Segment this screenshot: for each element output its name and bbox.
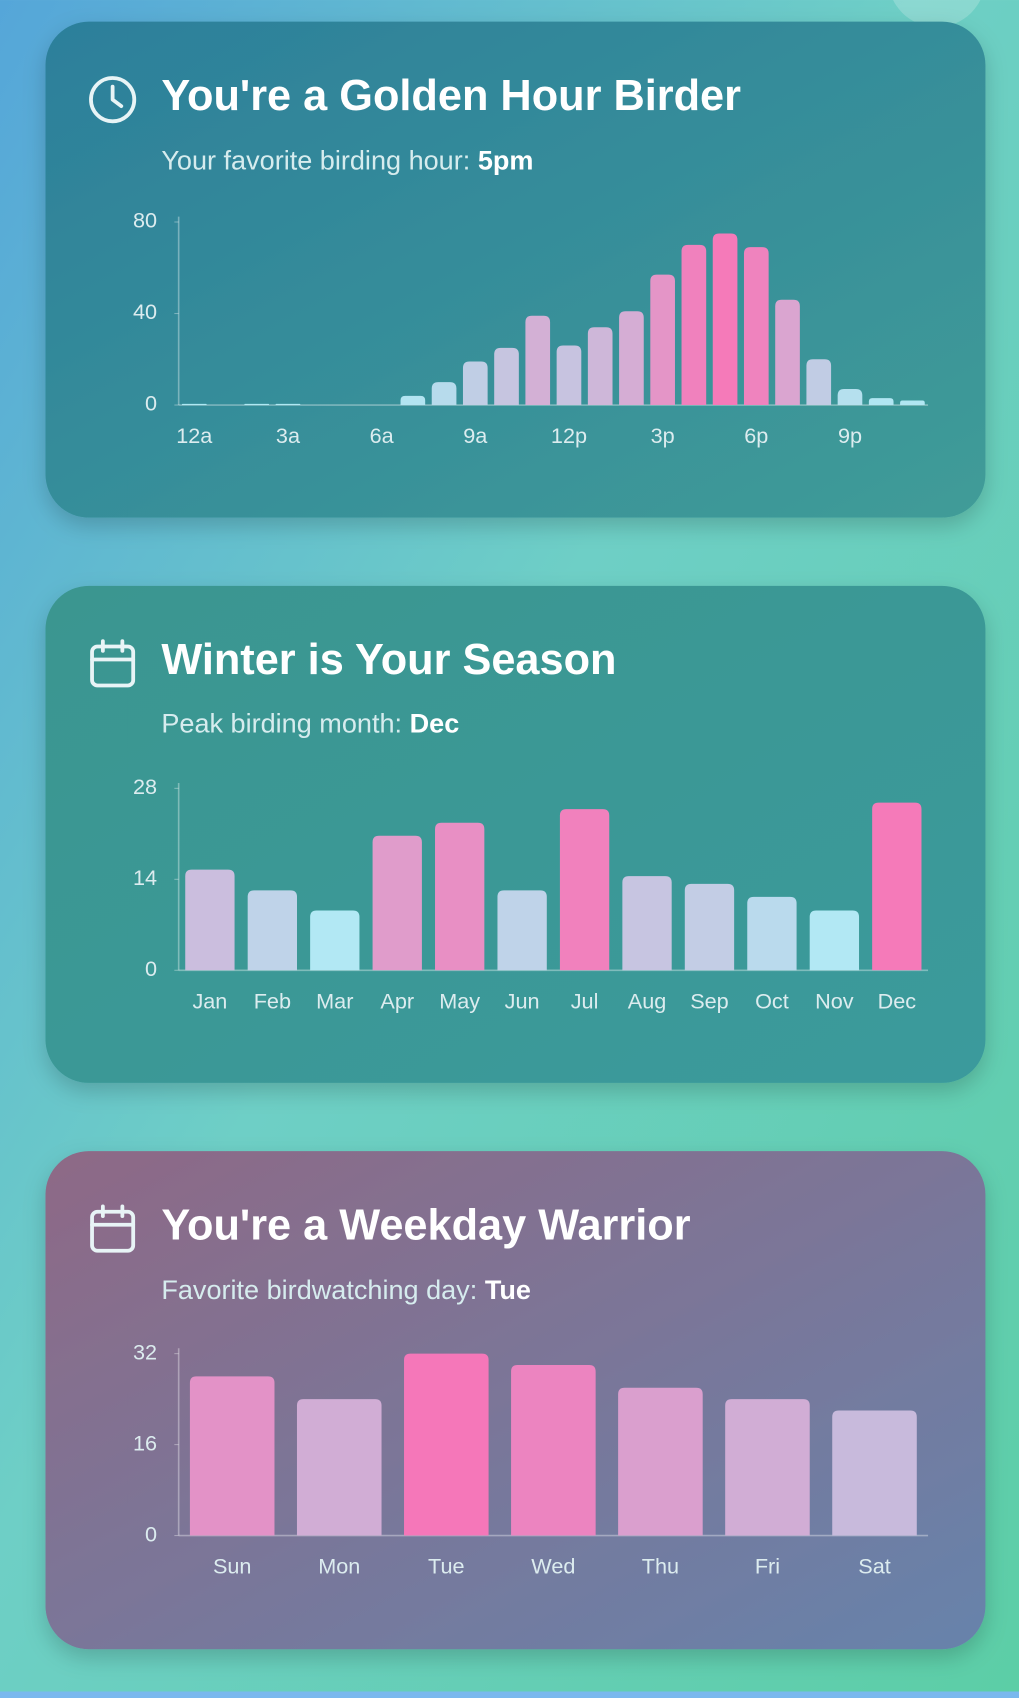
bar (900, 400, 925, 406)
bar (494, 347, 519, 406)
bar (431, 382, 457, 406)
x-tick-label: Sep (690, 988, 729, 1013)
x-tick-label: Fri (755, 1554, 780, 1579)
bar (747, 896, 797, 971)
bar (618, 1387, 703, 1536)
y-tick-label: 14 (133, 865, 157, 890)
y-tick-label: 28 (133, 774, 157, 799)
subtitle-highlight: 5pm (478, 145, 534, 176)
x-tick-label: Aug (628, 988, 667, 1013)
y-tick-label: 32 (133, 1339, 157, 1364)
y-tick-label: 0 (145, 391, 157, 416)
x-tick-label: Feb (254, 988, 291, 1013)
x-tick-label: Thu (642, 1554, 679, 1579)
x-tick-label: 12p (551, 423, 587, 448)
bar (525, 315, 551, 406)
y-tick-label: 40 (133, 299, 157, 324)
corner-button[interactable] (888, 0, 985, 28)
subtitle-text: Peak birding month: (161, 708, 402, 739)
bar (400, 395, 426, 406)
bar (372, 835, 422, 971)
x-tick-label: 12a (176, 423, 213, 448)
card-title: Winter is Your Season (161, 636, 616, 684)
x-tick-label: Jul (571, 988, 599, 1013)
bar (310, 910, 360, 971)
bar (275, 403, 301, 406)
bar (837, 389, 863, 406)
bar (712, 233, 738, 406)
bottom-bar (0, 1691, 1019, 1698)
bar (587, 327, 613, 406)
calendar-icon (90, 1204, 136, 1253)
x-tick-label: Tue (428, 1554, 465, 1579)
bar (809, 910, 860, 971)
x-tick-label: 9p (838, 423, 862, 448)
subtitle-highlight: Dec (410, 708, 460, 739)
bar (681, 244, 707, 406)
bar (556, 345, 582, 406)
card-subtitle: Your favorite birding hour: 5pm (161, 145, 533, 176)
card-title: You're a Weekday Warrior (161, 1201, 690, 1249)
x-tick-label: Jan (192, 988, 227, 1013)
card-title: You're a Golden Hour Birder (161, 72, 741, 120)
bar (435, 822, 485, 971)
y-tick-label: 16 (133, 1430, 157, 1455)
x-tick-label: Sat (858, 1554, 890, 1579)
x-tick-label: May (439, 988, 480, 1013)
subtitle-text: Your favorite birding hour: (161, 145, 470, 176)
bar (185, 869, 235, 971)
x-tick-label: 3p (651, 423, 675, 448)
x-tick-label: Mar (316, 988, 353, 1013)
x-tick-label: Apr (380, 988, 414, 1013)
bar (872, 802, 922, 971)
bar (725, 1399, 810, 1536)
bar (404, 1353, 489, 1536)
x-tick-label: Wed (531, 1554, 575, 1579)
bar (832, 1410, 917, 1536)
x-tick-label: 6p (744, 423, 768, 448)
bar (511, 1364, 596, 1536)
x-tick-label: 9a (463, 423, 488, 448)
bar (559, 809, 610, 971)
bar (497, 890, 547, 971)
x-tick-label: Jun (505, 988, 540, 1013)
bar (806, 359, 832, 406)
bar (619, 311, 644, 406)
bar (684, 883, 735, 971)
bar (247, 890, 298, 971)
x-tick-label: Sun (213, 1554, 252, 1579)
x-tick-label: Nov (815, 988, 854, 1013)
x-tick-label: Mon (318, 1554, 360, 1579)
card-subtitle: Peak birding month: Dec (161, 708, 459, 739)
x-tick-label: 3a (276, 423, 301, 448)
calendar-icon (90, 639, 136, 688)
bar (622, 876, 672, 971)
x-tick-label: Dec (878, 988, 917, 1013)
x-tick-label: Oct (755, 988, 789, 1013)
bar (189, 1376, 275, 1536)
subtitle-highlight: Tue (485, 1274, 531, 1305)
x-tick-label: 6a (370, 423, 395, 448)
y-tick-label: 0 (145, 1521, 157, 1546)
bar (181, 403, 207, 406)
bar (868, 398, 894, 406)
subtitle-text: Favorite birdwatching day: (161, 1274, 477, 1305)
y-tick-label: 80 (133, 208, 157, 233)
bar (244, 403, 270, 406)
bar (775, 299, 800, 406)
y-tick-label: 0 (145, 956, 157, 981)
bar (650, 274, 675, 406)
bar (462, 361, 488, 406)
bar (296, 1399, 382, 1536)
card-subtitle: Favorite birdwatching day: Tue (161, 1274, 531, 1305)
bar (743, 247, 769, 406)
clock-icon (89, 76, 137, 124)
